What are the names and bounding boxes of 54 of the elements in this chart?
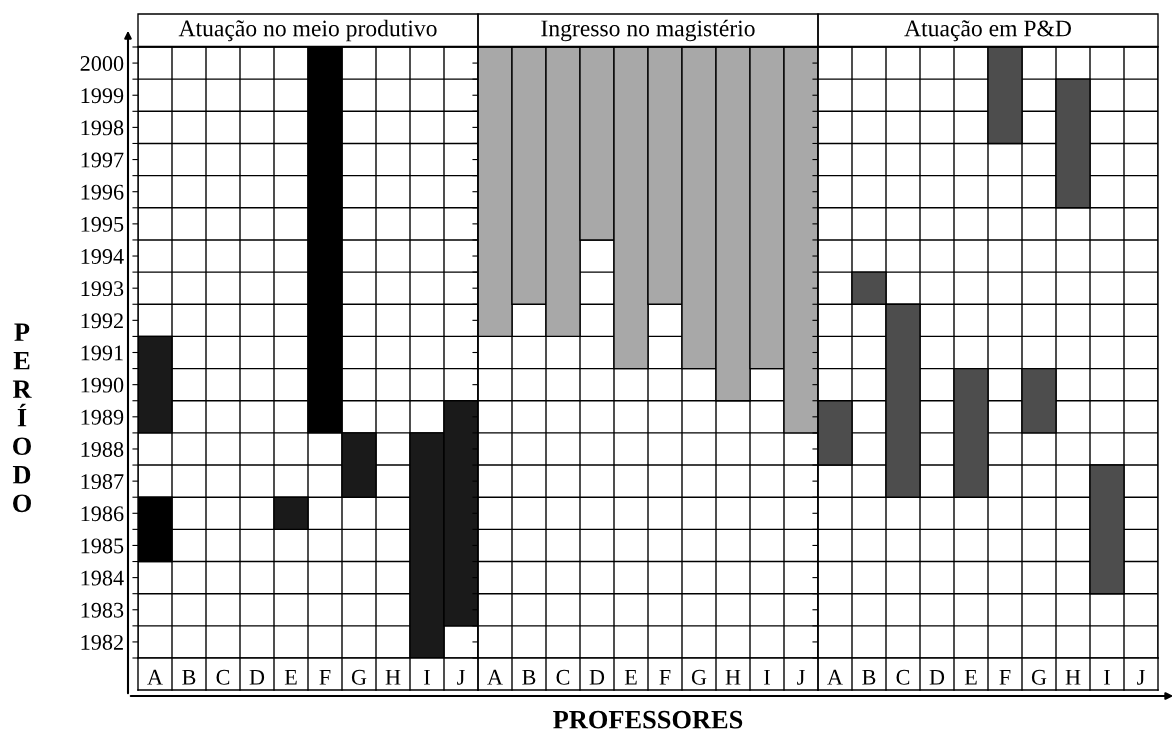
y-tick-label: 1994 (81, 249, 124, 264)
x-tick-label: G (351, 669, 367, 685)
x-tick-label: H (385, 669, 401, 685)
y-tick-label: 1992 (81, 313, 123, 329)
x-tick-label: F (999, 669, 1011, 685)
y-tick-label: 1984 (81, 570, 124, 586)
y-tick-label: 1988 (81, 441, 124, 457)
x-tick-label: I (1104, 669, 1110, 685)
x-tick-label: A (147, 669, 163, 685)
y-tick-label: 1985 (81, 538, 124, 554)
x-tick-label: C (216, 669, 230, 685)
x-axis-title: PROFESSORES (553, 710, 743, 729)
y-tick-label: 1990 (81, 377, 124, 393)
x-tick-label: G (1031, 669, 1047, 685)
y-tick-label: 1989 (81, 409, 124, 425)
x-tick-label: B (862, 669, 876, 685)
chart-title: Atuação em P&D (904, 20, 1071, 42)
y-tick-label: 1991 (81, 345, 123, 361)
x-tick-label: I (424, 669, 430, 685)
y-axis-title: PERÍODO (12, 323, 32, 513)
y-tick-label: 1997 (81, 152, 124, 168)
y-tick-label: 1998 (81, 120, 124, 136)
chart-title: Ingresso no magistério (541, 19, 755, 42)
x-tick-label: F (319, 669, 331, 685)
x-tick-label: C (896, 669, 910, 685)
x-tick-label: B (182, 669, 196, 685)
y-tick-label: 1986 (81, 506, 124, 522)
x-tick-label: D (589, 669, 605, 685)
x-tick-label: G (691, 669, 707, 685)
x-tick-label: C (556, 669, 570, 685)
x-tick-label: E (284, 669, 297, 685)
y-tick-label: 1996 (81, 184, 124, 200)
y-tick-label: 1983 (81, 602, 124, 618)
y-tick-label: 2000 (80, 56, 124, 72)
x-tick-label: F (659, 669, 671, 685)
x-tick-label: I (764, 669, 770, 685)
x-tick-label: E (964, 669, 977, 685)
x-tick-label: D (929, 669, 945, 685)
x-tick-label: J (797, 669, 805, 685)
x-tick-label: B (522, 669, 536, 685)
x-tick-label: A (487, 669, 503, 685)
chart-title: Atuação no meio produtivo (178, 19, 437, 42)
x-tick-label: J (1137, 669, 1145, 685)
y-tick-label: 1999 (81, 88, 124, 104)
x-tick-label: H (1065, 669, 1081, 685)
y-tick-label: 1993 (81, 281, 124, 297)
y-tick-label: 1987 (81, 474, 124, 490)
x-tick-label: H (725, 669, 741, 685)
y-tick-label: 1995 (81, 216, 124, 232)
x-tick-label: E (624, 669, 637, 685)
x-tick-label: A (827, 669, 843, 685)
x-tick-label: J (457, 669, 465, 685)
y-tick-label: 1982 (81, 634, 123, 650)
x-tick-label: D (249, 669, 265, 685)
